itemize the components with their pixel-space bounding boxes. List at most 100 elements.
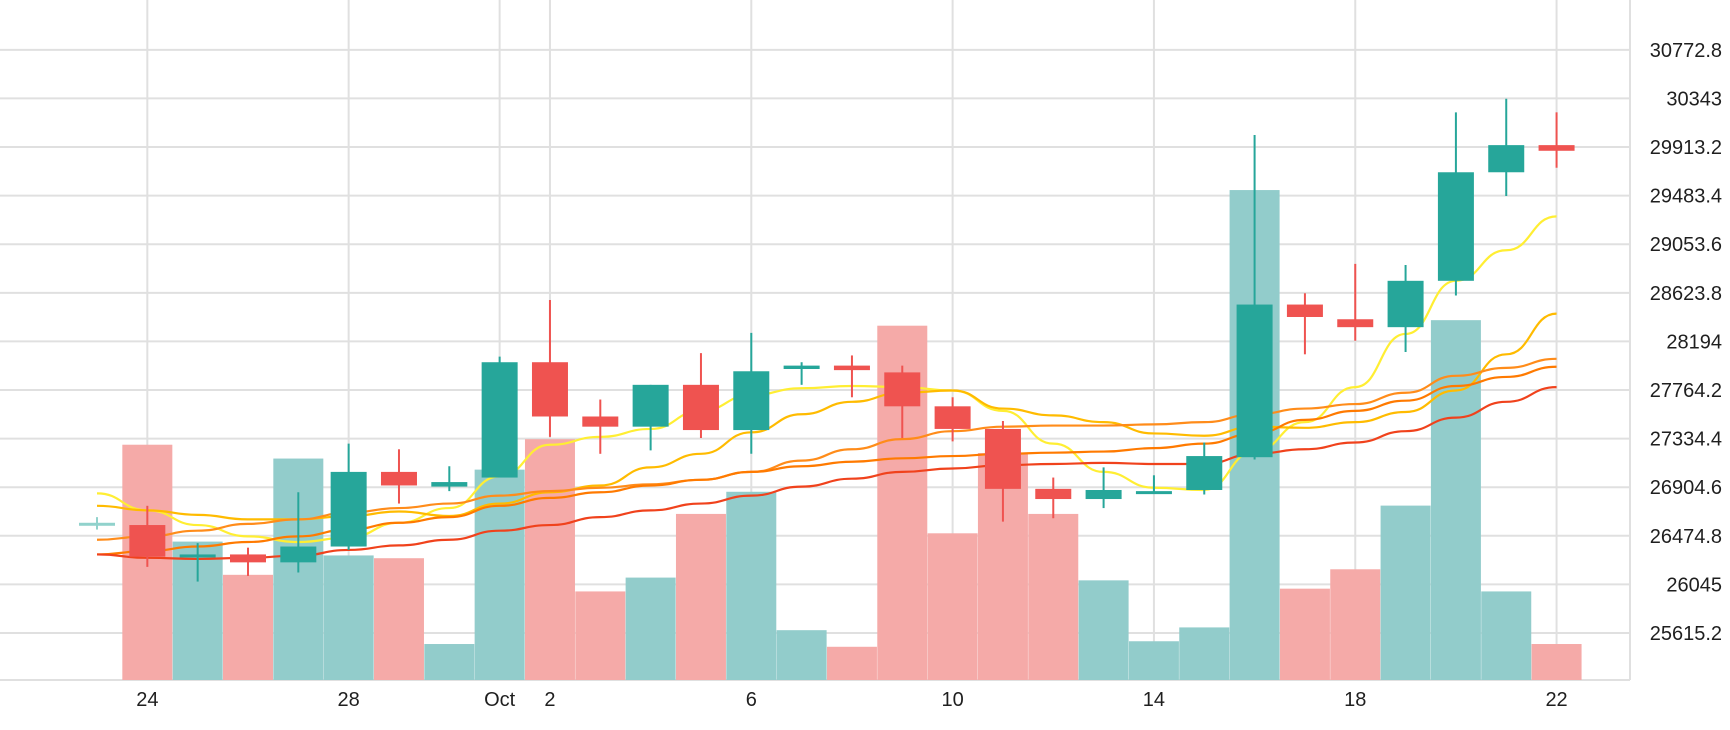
candle-body xyxy=(229,554,266,563)
candle xyxy=(481,356,518,478)
candle xyxy=(179,543,216,582)
candle-body xyxy=(79,522,115,526)
candle xyxy=(1186,442,1223,495)
candle-body xyxy=(1337,319,1374,328)
volume-bar xyxy=(1330,569,1381,680)
candle-body xyxy=(682,384,719,431)
candle xyxy=(129,505,166,567)
candle xyxy=(1236,134,1273,460)
candle xyxy=(934,397,971,442)
x-tick-label: 14 xyxy=(1143,689,1165,711)
candles xyxy=(79,98,1575,582)
volume-bar xyxy=(826,646,877,680)
candle xyxy=(531,300,568,437)
candle-body xyxy=(1437,172,1474,281)
x-tick-label: 28 xyxy=(338,689,360,711)
candle xyxy=(733,332,770,454)
candle xyxy=(632,384,669,451)
candle xyxy=(1538,112,1575,168)
candle-body xyxy=(330,471,367,547)
candle xyxy=(380,449,417,504)
y-tick-label: 25615.2 xyxy=(1650,623,1722,645)
candle-body xyxy=(531,362,568,417)
candle xyxy=(582,399,619,454)
volume-bar xyxy=(1128,641,1179,680)
volume-bar xyxy=(1380,505,1431,680)
candle-body xyxy=(129,525,166,557)
candle xyxy=(1135,475,1172,495)
y-tick-label: 28623.8 xyxy=(1650,283,1722,305)
volume-bar xyxy=(625,577,676,680)
volume-bar xyxy=(1028,513,1079,680)
candle-body xyxy=(582,416,619,427)
candle xyxy=(1488,98,1525,197)
candle-body xyxy=(984,428,1021,489)
x-axis-labels: 24 28 Oct 2 6 10 14 18 22 xyxy=(136,689,1567,711)
candle-body xyxy=(783,365,820,370)
x-tick-label: 22 xyxy=(1545,689,1567,711)
candle-body xyxy=(179,554,216,558)
candle-body xyxy=(1286,304,1323,317)
candle-body xyxy=(632,384,669,427)
candle-body xyxy=(1035,488,1072,500)
volume-bar xyxy=(675,513,726,680)
volume-bar xyxy=(373,558,424,680)
y-tick-label: 29053.6 xyxy=(1650,234,1722,256)
x-tick-label: Oct xyxy=(484,689,516,711)
candle-body xyxy=(1236,304,1273,458)
volume-bar xyxy=(927,533,978,680)
moving-average-line xyxy=(96,385,1557,561)
volume-bar xyxy=(1078,580,1129,680)
candle-body xyxy=(481,362,518,478)
volume-bar xyxy=(1481,591,1532,680)
volume-bar xyxy=(1179,627,1230,680)
x-tick-label: 24 xyxy=(136,689,158,711)
y-axis-labels: 25615.2 26045 26474.8 26904.6 27334.4 27764.2… xyxy=(1650,40,1722,645)
candle-body xyxy=(934,406,971,429)
candle xyxy=(1035,477,1072,519)
y-tick-label: 29483.4 xyxy=(1650,186,1722,208)
candle xyxy=(79,517,115,530)
volume-bar xyxy=(776,630,827,680)
volume-bar xyxy=(1531,644,1582,680)
candle xyxy=(783,362,820,385)
x-tick-label: 10 xyxy=(941,689,963,711)
x-tick-label: 2 xyxy=(544,689,555,711)
candle xyxy=(1387,264,1424,353)
candle xyxy=(1286,293,1323,355)
candle-body xyxy=(884,372,921,407)
candle xyxy=(431,466,468,492)
candle xyxy=(833,355,870,398)
candle-body xyxy=(1085,489,1122,500)
volume-bar xyxy=(1279,588,1330,680)
y-tick-label: 26045 xyxy=(1666,574,1722,596)
candle xyxy=(1085,467,1122,509)
candle-body xyxy=(280,546,317,563)
volume-bar xyxy=(323,555,374,680)
y-tick-label: 27334.4 xyxy=(1650,429,1722,451)
y-tick-label: 26904.6 xyxy=(1650,477,1722,499)
candle-body xyxy=(1135,491,1172,495)
candle xyxy=(1337,263,1374,341)
y-tick-label: 27764.2 xyxy=(1650,380,1722,402)
volume-bars xyxy=(122,190,1582,680)
candle xyxy=(984,421,1021,522)
candle-body xyxy=(733,371,770,431)
x-tick-label: 18 xyxy=(1344,689,1366,711)
y-tick-label: 28194 xyxy=(1666,331,1722,353)
candle xyxy=(280,492,317,573)
y-tick-label: 30772.8 xyxy=(1650,40,1722,62)
x-tick-label: 6 xyxy=(746,689,757,711)
y-tick-label: 26474.8 xyxy=(1650,526,1722,548)
candle xyxy=(682,353,719,438)
candle xyxy=(229,547,266,576)
candle-body xyxy=(380,471,417,486)
volume-bar xyxy=(726,491,777,680)
candle xyxy=(330,443,367,550)
candle-body xyxy=(1186,456,1223,490)
candle-body xyxy=(1538,145,1575,151)
y-tick-label: 30343 xyxy=(1666,88,1722,110)
candle xyxy=(1437,112,1474,296)
y-tick-label: 29913.2 xyxy=(1650,137,1722,159)
candle-body xyxy=(1488,145,1525,173)
